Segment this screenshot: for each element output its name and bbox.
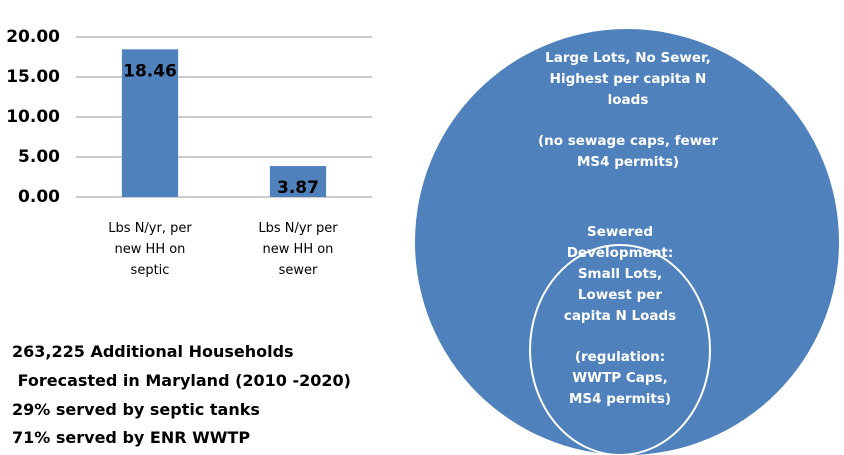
outer-circle (415, 29, 839, 455)
outer-note: (no sewage caps, fewer MS4 permits) (537, 133, 718, 170)
y-tick-label: 0.00 (18, 187, 60, 207)
x-tick-label: Lbs N/yr, per new HH on septic (108, 221, 192, 278)
x-tick-label: Lbs N/yr per new HH on sewer (258, 221, 338, 278)
data-label: 3.87 (277, 178, 319, 198)
y-tick-label: 10.00 (6, 107, 60, 127)
y-tick-label: 15.00 (6, 67, 60, 87)
note: 29% served by septic tanks (12, 400, 260, 419)
note: 263,225 Additional Households (12, 342, 294, 361)
outer-label: Large Lots, No Sewer, Highest per capita… (545, 50, 711, 108)
bar (269, 166, 327, 197)
inner-label: Sewered Development: Small Lots, Lowest … (563, 224, 677, 324)
inner-note: (regulation: WWTP Caps, MS4 permits) (568, 349, 672, 407)
y-tick-label: 20.00 (6, 27, 60, 47)
bar (121, 49, 179, 197)
data-label: 18.46 (123, 61, 177, 81)
note: Forecasted in Maryland (2010 -2020) (12, 371, 351, 390)
note: 71% served by ENR WWTP (12, 428, 251, 447)
inner-circle (529, 244, 711, 455)
y-tick-label: 5.00 (18, 147, 60, 167)
